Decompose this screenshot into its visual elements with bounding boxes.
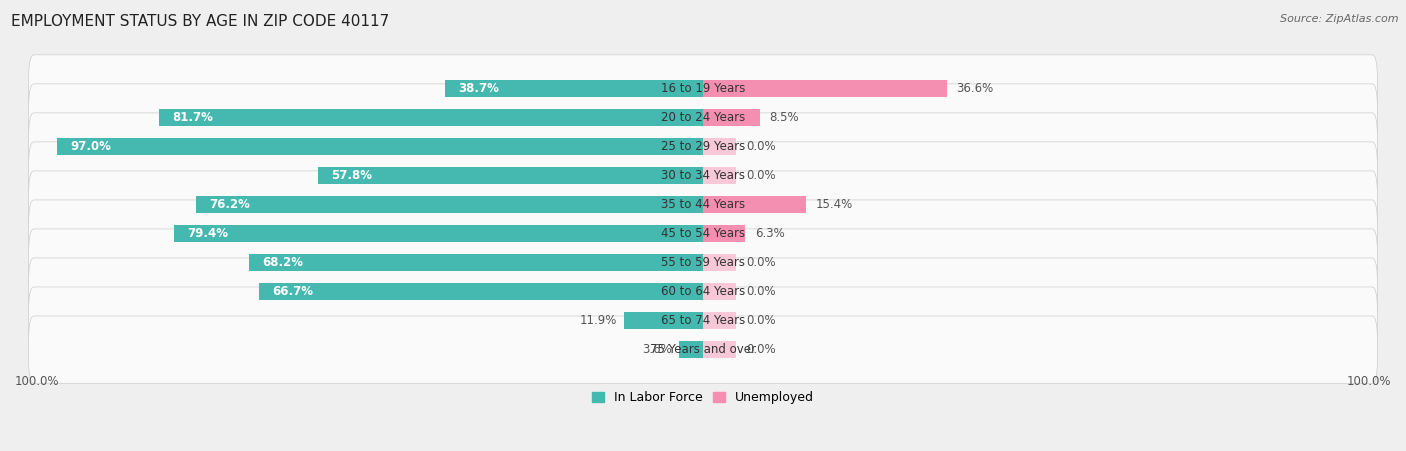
Text: 76.2%: 76.2% (209, 198, 250, 211)
Text: 45 to 54 Years: 45 to 54 Years (661, 227, 745, 240)
Text: 0.0%: 0.0% (747, 169, 776, 182)
Bar (703, 283, 737, 300)
FancyBboxPatch shape (28, 229, 1378, 296)
Text: 0.0%: 0.0% (747, 285, 776, 298)
Text: 0.0%: 0.0% (747, 140, 776, 153)
Text: 35 to 44 Years: 35 to 44 Years (661, 198, 745, 211)
FancyBboxPatch shape (28, 200, 1378, 267)
FancyBboxPatch shape (28, 258, 1378, 325)
Bar (703, 109, 759, 126)
Text: 8.5%: 8.5% (769, 111, 799, 124)
Text: 0.0%: 0.0% (747, 343, 776, 356)
Text: 6.3%: 6.3% (755, 227, 785, 240)
Bar (58, 138, 703, 155)
Text: 55 to 59 Years: 55 to 59 Years (661, 256, 745, 269)
Text: 81.7%: 81.7% (173, 111, 214, 124)
Bar (703, 167, 737, 184)
Text: 57.8%: 57.8% (332, 169, 373, 182)
Text: 0.0%: 0.0% (747, 314, 776, 327)
Text: 75 Years and over: 75 Years and over (650, 343, 756, 356)
Text: EMPLOYMENT STATUS BY AGE IN ZIP CODE 40117: EMPLOYMENT STATUS BY AGE IN ZIP CODE 401… (11, 14, 389, 28)
Text: 0.0%: 0.0% (747, 256, 776, 269)
Text: 36.6%: 36.6% (956, 82, 994, 95)
Bar (259, 283, 703, 300)
Legend: In Labor Force, Unemployed: In Labor Force, Unemployed (592, 391, 814, 404)
Text: 68.2%: 68.2% (263, 256, 304, 269)
Bar (318, 167, 703, 184)
Bar (703, 225, 745, 242)
Bar (249, 254, 703, 272)
Text: 66.7%: 66.7% (273, 285, 314, 298)
Text: 38.7%: 38.7% (458, 82, 499, 95)
Text: Source: ZipAtlas.com: Source: ZipAtlas.com (1281, 14, 1399, 23)
FancyBboxPatch shape (28, 316, 1378, 383)
Bar (703, 80, 946, 97)
Text: 65 to 74 Years: 65 to 74 Years (661, 314, 745, 327)
Bar (446, 80, 703, 97)
Bar (703, 341, 737, 359)
Text: 20 to 24 Years: 20 to 24 Years (661, 111, 745, 124)
Bar (703, 196, 806, 213)
Bar (174, 225, 703, 242)
Bar (703, 312, 737, 329)
Text: 30 to 34 Years: 30 to 34 Years (661, 169, 745, 182)
Bar (195, 196, 703, 213)
Text: 60 to 64 Years: 60 to 64 Years (661, 285, 745, 298)
FancyBboxPatch shape (28, 84, 1378, 151)
FancyBboxPatch shape (28, 287, 1378, 354)
Bar (624, 312, 703, 329)
FancyBboxPatch shape (28, 171, 1378, 238)
Text: 11.9%: 11.9% (579, 314, 617, 327)
Text: 15.4%: 15.4% (815, 198, 853, 211)
Text: 79.4%: 79.4% (188, 227, 229, 240)
FancyBboxPatch shape (28, 142, 1378, 209)
Bar (159, 109, 703, 126)
FancyBboxPatch shape (28, 113, 1378, 180)
Text: 97.0%: 97.0% (70, 140, 111, 153)
Bar (703, 254, 737, 272)
Text: 25 to 29 Years: 25 to 29 Years (661, 140, 745, 153)
Bar (703, 138, 737, 155)
Bar (679, 341, 703, 359)
Text: 16 to 19 Years: 16 to 19 Years (661, 82, 745, 95)
FancyBboxPatch shape (28, 55, 1378, 122)
Text: 3.6%: 3.6% (643, 343, 672, 356)
